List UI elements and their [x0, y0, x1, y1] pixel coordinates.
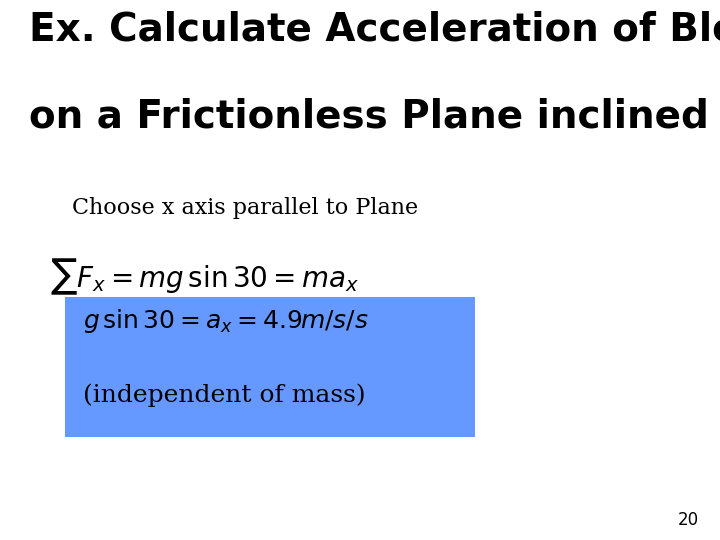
Text: Choose x axis parallel to Plane: Choose x axis parallel to Plane	[72, 197, 418, 219]
Text: on a Frictionless Plane inclined 30°: on a Frictionless Plane inclined 30°	[29, 97, 720, 135]
Text: Ex. Calculate Acceleration of Block: Ex. Calculate Acceleration of Block	[29, 11, 720, 49]
Text: 20: 20	[678, 511, 698, 529]
Text: $\sum F_x = mg\,\sin 30 = ma_x$: $\sum F_x = mg\,\sin 30 = ma_x$	[50, 256, 360, 297]
FancyBboxPatch shape	[65, 297, 475, 437]
Text: (independent of mass): (independent of mass)	[83, 383, 366, 407]
Text: $g\,\sin 30 = a_x = 4.9m/s/s$: $g\,\sin 30 = a_x = 4.9m/s/s$	[83, 307, 369, 335]
